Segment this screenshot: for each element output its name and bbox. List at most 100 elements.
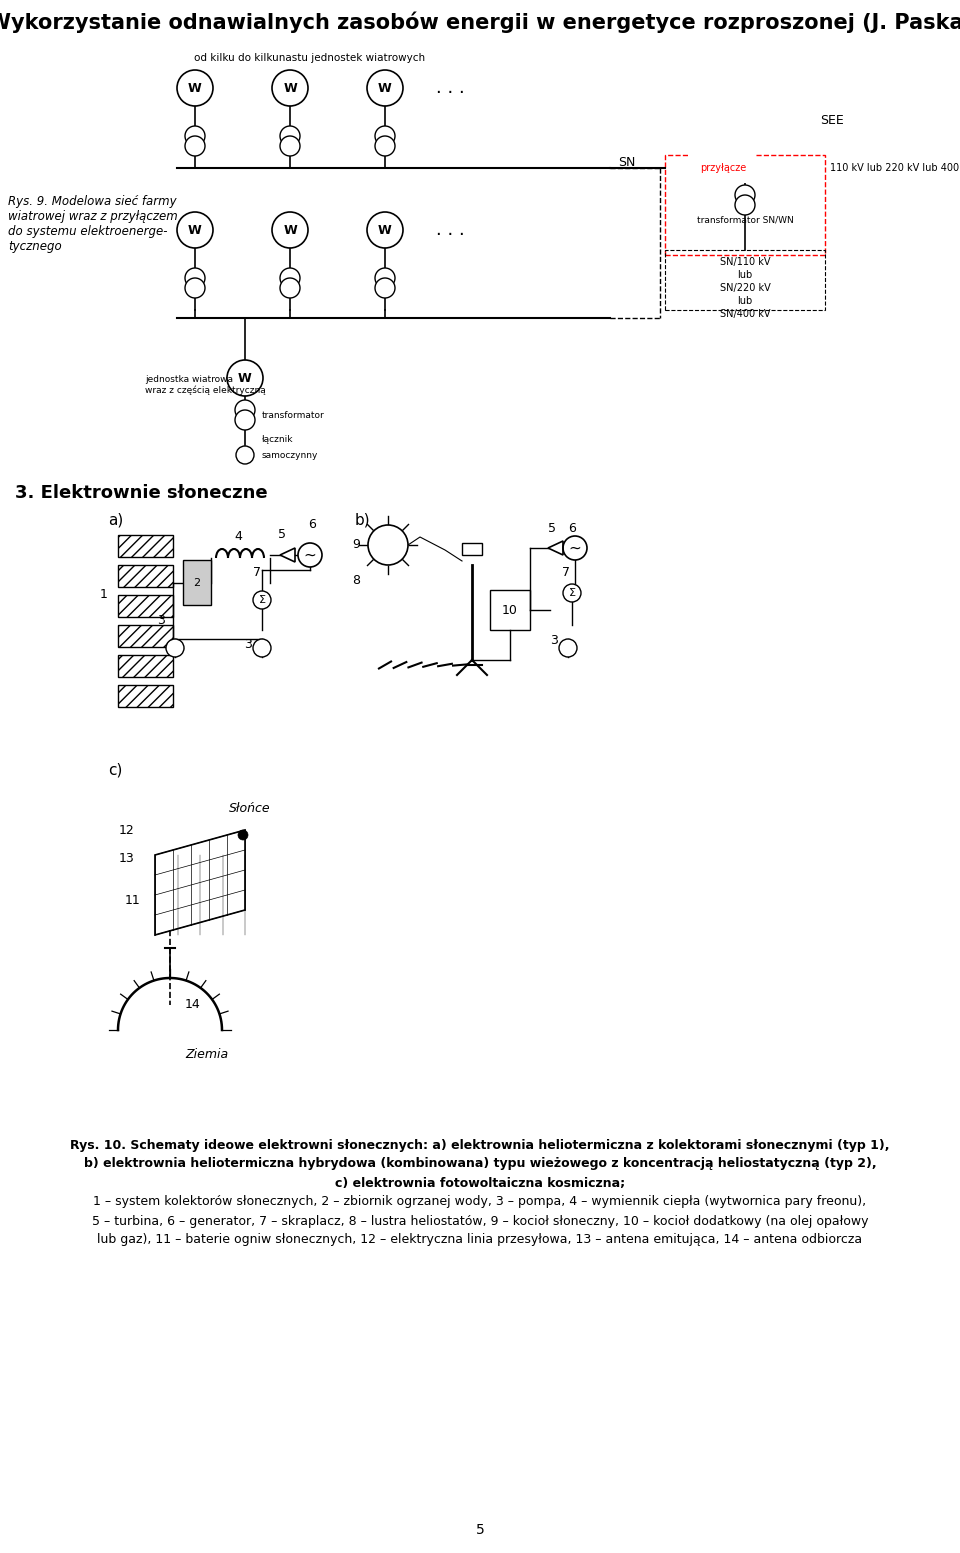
Text: jednostka wiatrowa
wraz z częścią elektryczną: jednostka wiatrowa wraz z częścią elektr… [145,374,266,394]
Circle shape [298,544,322,567]
Circle shape [559,638,577,657]
Text: SN/400 kV: SN/400 kV [720,309,770,318]
Circle shape [280,269,300,287]
Circle shape [367,213,403,248]
Bar [118,655,173,677]
Circle shape [185,269,205,287]
Text: 8: 8 [352,573,360,587]
Bar [118,565,173,587]
Text: Słońce: Słońce [229,801,271,814]
Text: 11: 11 [124,893,140,907]
Text: 2: 2 [193,578,201,589]
Text: Σ: Σ [258,595,266,606]
Text: 3: 3 [157,613,165,626]
Text: W: W [188,224,202,236]
Text: Σ: Σ [568,589,575,598]
Circle shape [375,269,395,287]
Circle shape [280,126,300,146]
Text: lub gaz), 11 – baterie ogniw słonecznych, 12 – elektryczna linia przesyłowa, 13 : lub gaz), 11 – baterie ogniw słonecznych… [97,1233,863,1247]
Circle shape [235,401,255,419]
Bar [665,250,825,311]
Bar [118,685,173,707]
Circle shape [368,525,408,565]
Text: Wykorzystanie odnawialnych zasobów energii w energetyce rozproszonej (J. Paska): Wykorzystanie odnawialnych zasobów energ… [0,11,960,33]
Text: ~: ~ [303,548,317,562]
Text: 10: 10 [502,604,518,617]
Text: Rys. 10. Schematy ideowe elektrowni słonecznych: a) elektrownia heliotermiczna z: Rys. 10. Schematy ideowe elektrowni słon… [70,1138,890,1151]
Text: W: W [378,81,392,95]
Bar [665,155,825,255]
Circle shape [236,446,254,464]
Text: 5: 5 [475,1523,485,1537]
Circle shape [185,278,205,298]
Circle shape [280,278,300,298]
Text: 7: 7 [253,565,261,579]
Bar [462,544,482,554]
Text: 1 – system kolektorów słonecznych, 2 – zbiornik ogrzanej wody, 3 – pompa, 4 – wy: 1 – system kolektorów słonecznych, 2 – z… [93,1196,867,1208]
Text: samoczynny: samoczynny [262,450,319,460]
Text: 6: 6 [308,519,316,531]
Text: W: W [238,371,252,385]
Text: . . .: . . . [436,221,465,239]
Circle shape [235,410,255,430]
Circle shape [272,70,308,106]
Text: 7: 7 [562,565,570,579]
Text: łącznik: łącznik [262,435,294,444]
Bar [183,561,211,606]
Text: 110 kV lub 220 kV lub 400 kV: 110 kV lub 220 kV lub 400 kV [830,163,960,172]
Text: 3: 3 [244,638,252,652]
Circle shape [185,137,205,155]
Text: 6: 6 [568,522,576,534]
Text: od kilku do kilkunastu jednostek wiatrowych: od kilku do kilkunastu jednostek wiatrow… [195,53,425,64]
Circle shape [367,70,403,106]
Circle shape [253,638,271,657]
Text: W: W [283,81,297,95]
Polygon shape [155,829,245,935]
Text: W: W [188,81,202,95]
Text: 3: 3 [550,634,558,646]
Text: Rys. 9. Modelowa sieć farmy
wiatrowej wraz z przyłączem
do systemu elektroenerge: Rys. 9. Modelowa sieć farmy wiatrowej wr… [8,196,178,253]
Circle shape [177,213,213,248]
Bar [118,624,173,648]
Text: ~: ~ [568,540,582,556]
Text: 13: 13 [118,851,134,865]
Circle shape [177,70,213,106]
Text: 14: 14 [185,999,201,1011]
Circle shape [166,638,184,657]
Text: . . .: . . . [436,79,465,96]
Text: 5: 5 [548,522,556,534]
Text: lub: lub [737,297,753,306]
Circle shape [238,829,248,840]
Text: przyłącze: przyłącze [700,163,746,172]
Circle shape [735,196,755,214]
Circle shape [375,278,395,298]
Circle shape [227,360,263,396]
Text: SN: SN [618,155,636,168]
Text: 4: 4 [234,531,242,544]
Circle shape [375,137,395,155]
Text: lub: lub [737,270,753,280]
Text: Ziemia: Ziemia [185,1048,228,1062]
Text: transformator: transformator [262,410,324,419]
Circle shape [280,137,300,155]
Circle shape [735,185,755,205]
Circle shape [563,584,581,603]
Text: b): b) [355,512,371,528]
Text: 1: 1 [100,589,108,601]
Text: SN/110 kV: SN/110 kV [720,256,770,267]
Text: c) elektrownia fotowoltaiczna kosmiczna;: c) elektrownia fotowoltaiczna kosmiczna; [335,1177,625,1190]
Text: W: W [378,224,392,236]
Text: SN/220 kV: SN/220 kV [720,283,770,294]
Text: a): a) [108,512,123,528]
Circle shape [185,126,205,146]
Circle shape [272,213,308,248]
Text: c): c) [108,763,122,778]
Bar [118,595,173,617]
Circle shape [563,536,587,561]
Text: 12: 12 [118,823,134,837]
Text: W: W [283,224,297,236]
Circle shape [375,126,395,146]
Bar [118,534,173,558]
Text: 5 – turbina, 6 – generator, 7 – skraplacz, 8 – lustra heliostatów, 9 – kocioł sł: 5 – turbina, 6 – generator, 7 – skraplac… [92,1214,868,1227]
Text: 9: 9 [352,539,360,551]
